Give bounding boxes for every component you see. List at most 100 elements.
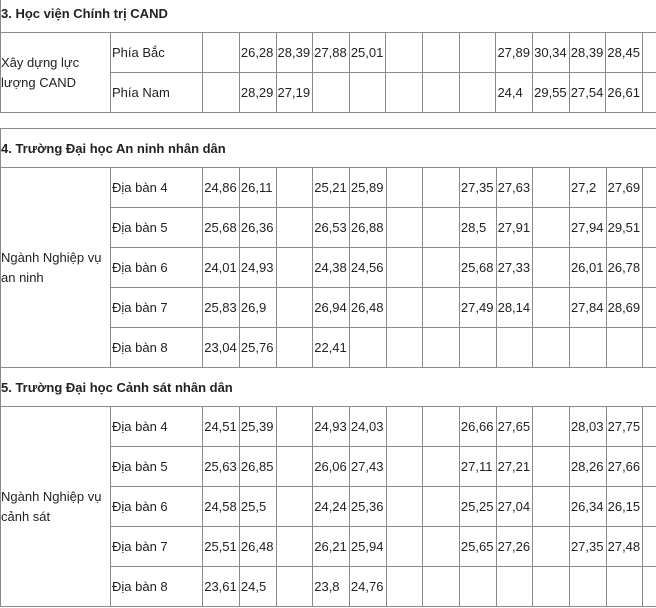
score-cell: 24,93	[312, 406, 350, 447]
table-row: Địa bàn 5 25,68 26,36 26,53 26,88 28,5 27,91 27…	[1, 207, 656, 248]
score-cell	[275, 446, 314, 487]
score-cell	[385, 446, 424, 487]
score-cell	[495, 327, 534, 368]
score-cell	[458, 327, 497, 368]
score-cell	[568, 566, 607, 607]
score-cell	[642, 32, 656, 73]
score-cell	[568, 327, 607, 368]
score-cell	[275, 566, 314, 607]
score-cell	[532, 566, 570, 607]
score-cell: 27,35	[568, 526, 607, 567]
score-cell: 29,55	[532, 72, 570, 113]
score-cell	[642, 72, 656, 113]
score-cell	[385, 32, 424, 73]
score-cell: 25,01	[348, 32, 387, 73]
score-cell	[532, 287, 570, 328]
table-row: Địa bàn 8 23,61 24,5 23,8 24,76	[1, 566, 656, 607]
score-cell	[642, 566, 656, 607]
score-cell: 27,11	[458, 446, 497, 487]
score-cell: 25,76	[238, 327, 277, 368]
score-cell	[422, 406, 460, 447]
table-row: Địa bàn 7 25,83 26,9 26,94 26,48 27,49 28,14 27…	[1, 287, 656, 328]
score-cell: 26,78	[605, 247, 644, 288]
score-cell	[532, 406, 570, 447]
score-cell: 23,8	[312, 566, 350, 607]
score-cell: 26,94	[312, 287, 350, 328]
score-cell	[422, 167, 460, 208]
score-cell	[605, 566, 644, 607]
table-row: Địa bàn 5 25,63 26,85 26,06 27,43 27,11 27,21 2…	[1, 446, 656, 487]
score-cell	[642, 526, 656, 567]
score-cell: 26,9	[238, 287, 277, 328]
section-title: 5. Trường Đại học Cảnh sát nhân dân	[0, 367, 656, 407]
section-header-row: 4. Trường Đại học An ninh nhân dân	[0, 128, 656, 168]
score-cell: 26,11	[238, 167, 277, 208]
row-label: Địa bàn 4	[110, 406, 204, 447]
table-row: Địa bàn 6 24,58 25,5 24,24 25,36 25,25 27,04 26…	[1, 486, 656, 527]
score-cell: 26,66	[458, 406, 497, 447]
score-cell	[422, 247, 460, 288]
score-cell: 27,65	[495, 406, 534, 447]
score-cell: 26,21	[312, 526, 350, 567]
score-cell	[532, 247, 570, 288]
score-cell: 27,94	[568, 207, 607, 248]
score-cell	[422, 446, 460, 487]
section-title: 3. Học viện Chính trị CAND	[0, 0, 656, 33]
section-4-5-table: 4. Trường Đại học An ninh nhân dân Ngành …	[0, 128, 656, 607]
score-cell: 27,75	[605, 406, 644, 447]
score-cell	[422, 327, 460, 368]
score-cell: 26,34	[568, 486, 607, 527]
score-cell: 28,69	[605, 287, 644, 328]
score-cell: 24,4	[495, 72, 534, 113]
score-cell: 25,83	[202, 287, 240, 328]
score-cell: 26,48	[348, 287, 387, 328]
score-cell: 27,21	[495, 446, 534, 487]
row-label: Địa bàn 7	[110, 287, 204, 328]
score-cell: 30,34	[532, 32, 570, 73]
score-cell: 25,65	[458, 526, 497, 567]
score-cell	[385, 72, 424, 113]
score-cell: 27,84	[568, 287, 607, 328]
row-label: Địa bàn 8	[110, 566, 204, 607]
score-cell	[422, 207, 460, 248]
score-cell	[532, 207, 570, 248]
row-label: Phía Bắc	[109, 32, 204, 73]
score-cell	[458, 32, 497, 73]
score-cell	[495, 566, 534, 607]
score-cell	[642, 287, 656, 328]
score-cell	[642, 327, 656, 368]
table-row: Địa bàn 8 23,04 25,76 22,41	[1, 327, 656, 368]
score-cell: 26,01	[568, 247, 607, 288]
score-cell: 24,24	[312, 486, 350, 527]
score-cell: 28,45	[605, 32, 644, 73]
score-cell: 26,61	[605, 72, 644, 113]
score-cell	[385, 406, 424, 447]
row-label: Phía Nam	[109, 72, 204, 113]
score-cell: 24,01	[202, 247, 240, 288]
score-cell	[642, 486, 656, 527]
row-label: Địa bàn 6	[110, 486, 204, 527]
table-row: Ngành Nghiệp vụ an ninh Địa bàn 4 24,86 26,…	[0, 167, 656, 368]
row-label: Địa bàn 5	[110, 446, 204, 487]
row-label: Địa bàn 6	[110, 247, 204, 288]
score-cell: 25,51	[202, 526, 240, 567]
section-3-table: 3. Học viện Chính trị CAND Xây dựng lực l…	[0, 0, 656, 113]
score-cell	[275, 406, 314, 447]
group-label: Xây dựng lực lượng CAND	[0, 32, 111, 113]
row-label: Địa bàn 5	[110, 207, 204, 248]
score-cell	[275, 287, 314, 328]
score-cell	[385, 486, 424, 527]
score-cell: 24,86	[202, 167, 240, 208]
section-header-row: 5. Trường Đại học Cảnh sát nhân dân	[0, 367, 656, 407]
score-cell: 28,5	[458, 207, 497, 248]
section-header-row: 3. Học viện Chính trị CAND	[0, 0, 656, 33]
score-cell	[348, 72, 387, 113]
score-cell: 27,35	[458, 167, 497, 208]
score-cell: 27,69	[605, 167, 644, 208]
score-cell	[532, 327, 570, 368]
score-cell: 26,06	[312, 446, 350, 487]
score-cell	[312, 72, 350, 113]
score-cell: 27,48	[605, 526, 644, 567]
score-cell	[422, 526, 460, 567]
table-row: Phía Nam 28,29 27,19 24,4 29,55 27,54 26,61	[1, 72, 656, 113]
